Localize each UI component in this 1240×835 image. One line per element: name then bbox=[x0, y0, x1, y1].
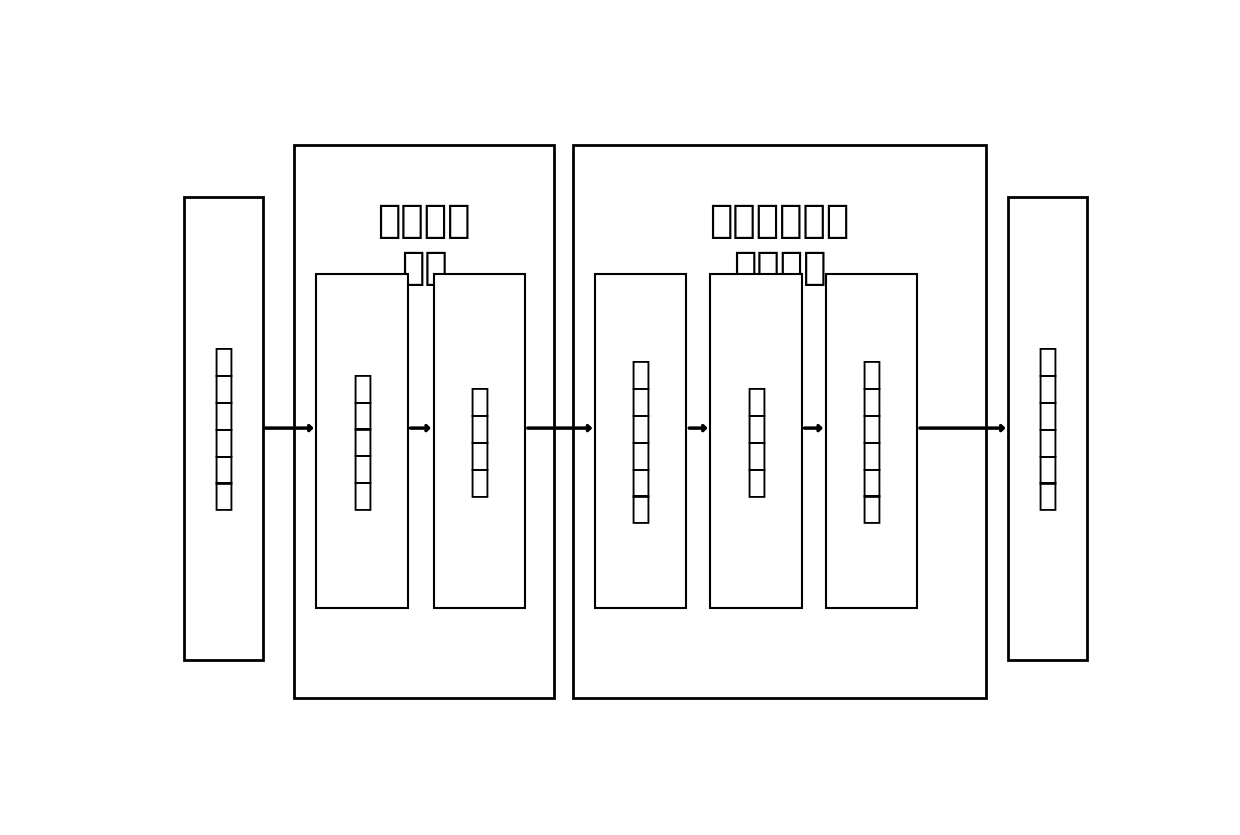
Text: 号: 号 bbox=[631, 438, 651, 471]
Bar bbox=[294, 145, 554, 698]
Text: 减: 减 bbox=[469, 384, 490, 418]
Text: 果: 果 bbox=[1038, 372, 1058, 404]
Text: 处: 处 bbox=[352, 451, 372, 484]
Text: 模: 模 bbox=[213, 452, 233, 485]
Text: 取: 取 bbox=[469, 464, 490, 498]
Text: 参: 参 bbox=[746, 384, 766, 418]
Bar bbox=[573, 145, 986, 698]
Bar bbox=[711, 274, 802, 608]
Text: 理: 理 bbox=[352, 478, 372, 511]
Text: 号: 号 bbox=[352, 397, 372, 431]
Text: 信: 信 bbox=[213, 345, 233, 377]
Text: 预: 预 bbox=[352, 424, 372, 458]
Text: 输: 输 bbox=[213, 398, 233, 431]
Bar bbox=[826, 274, 918, 608]
Text: 安静睡眠周期
识别模块: 安静睡眠周期 识别模块 bbox=[709, 202, 849, 287]
Text: 效: 效 bbox=[631, 384, 651, 418]
Text: 睡: 睡 bbox=[862, 411, 882, 444]
Text: 有: 有 bbox=[631, 357, 651, 391]
Text: 安: 安 bbox=[862, 357, 882, 391]
Text: 号: 号 bbox=[213, 372, 233, 404]
Bar bbox=[184, 197, 263, 660]
Text: 识: 识 bbox=[862, 464, 882, 498]
Text: 输: 输 bbox=[1038, 398, 1058, 431]
Text: 别: 别 bbox=[862, 492, 882, 524]
Text: 计: 计 bbox=[746, 438, 766, 471]
Text: 提: 提 bbox=[469, 438, 490, 471]
Text: 块: 块 bbox=[213, 478, 233, 512]
Bar bbox=[1008, 197, 1087, 660]
Bar bbox=[434, 274, 525, 608]
Text: 眠: 眠 bbox=[862, 438, 882, 471]
Text: 选: 选 bbox=[631, 464, 651, 498]
Text: 结: 结 bbox=[1038, 345, 1058, 377]
Text: 减速识别
模块: 减速识别 模块 bbox=[377, 202, 471, 287]
Bar bbox=[595, 274, 687, 608]
Text: 出: 出 bbox=[1038, 425, 1058, 458]
Text: 入: 入 bbox=[213, 425, 233, 458]
Bar bbox=[316, 274, 408, 608]
Text: 速: 速 bbox=[469, 411, 490, 444]
Text: 静: 静 bbox=[862, 384, 882, 418]
Text: 算: 算 bbox=[746, 464, 766, 498]
Text: 取: 取 bbox=[631, 492, 651, 524]
Text: 块: 块 bbox=[1038, 478, 1058, 512]
Text: 数: 数 bbox=[746, 411, 766, 444]
Text: 信: 信 bbox=[631, 411, 651, 444]
Text: 信: 信 bbox=[352, 371, 372, 404]
Text: 模: 模 bbox=[1038, 452, 1058, 485]
